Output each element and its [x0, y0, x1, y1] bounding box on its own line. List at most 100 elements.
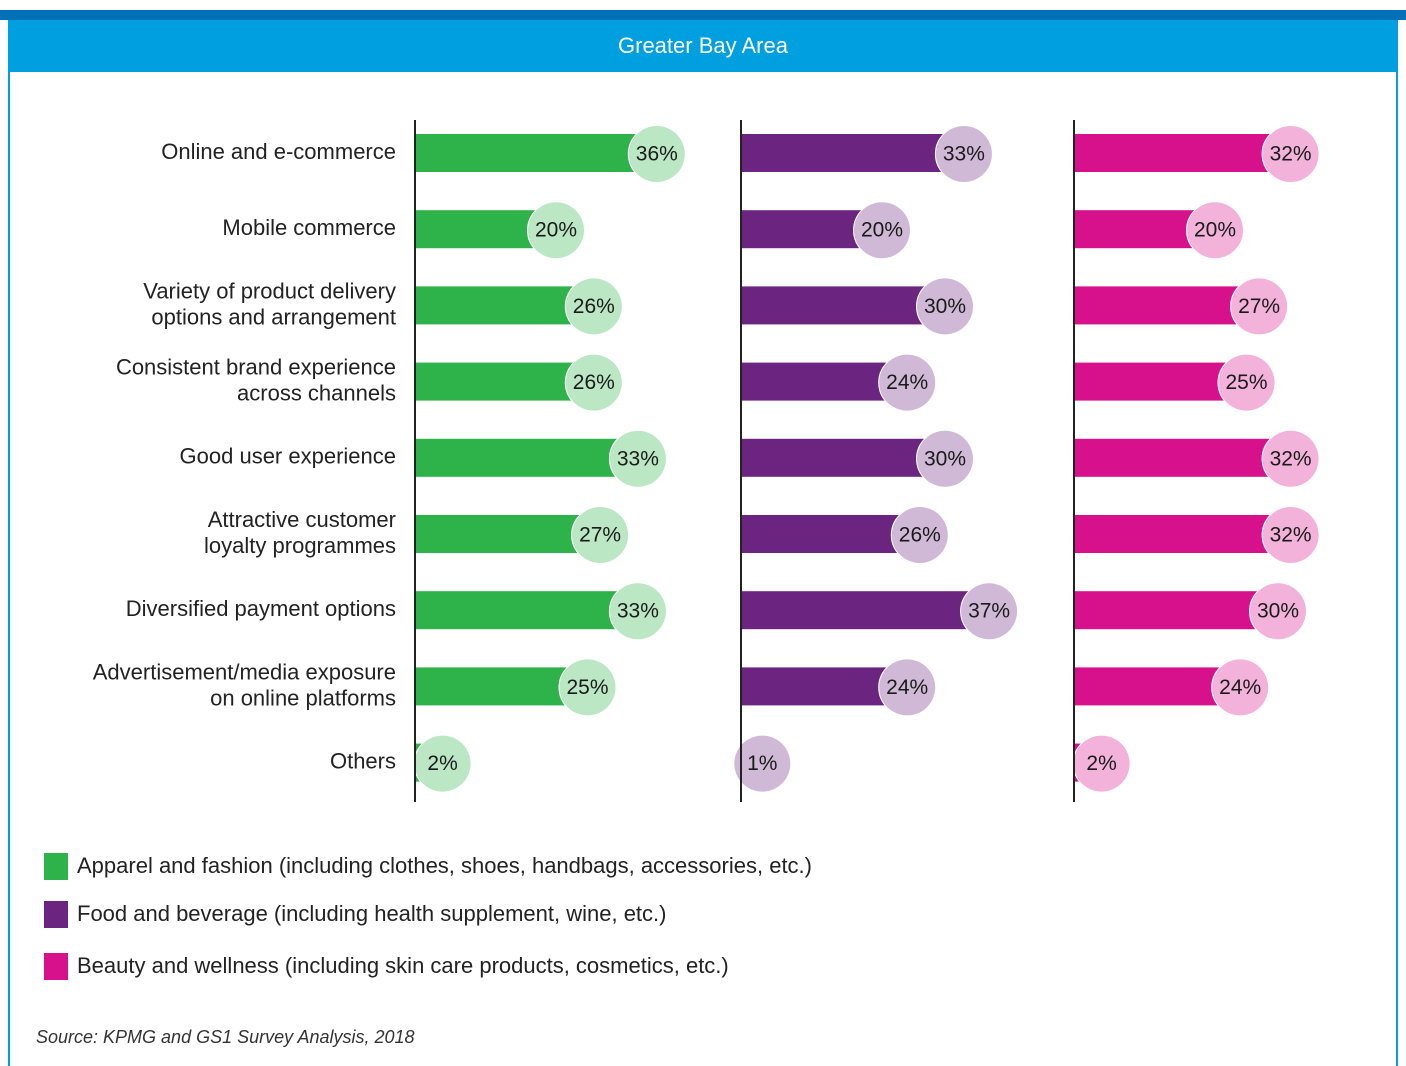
value-badge	[608, 429, 667, 488]
value-badge-fill	[559, 659, 616, 716]
value-badge-fill	[565, 354, 622, 411]
value-label: 33%	[617, 447, 659, 470]
bar	[741, 667, 893, 706]
value-badge	[1261, 125, 1320, 183]
value-badge-fill	[854, 202, 910, 259]
value-badge-fill	[565, 278, 622, 335]
legend-swatch	[44, 853, 68, 880]
value-badge-fill	[1187, 202, 1243, 259]
value-badge	[1230, 277, 1289, 336]
value-badge-fill	[609, 583, 666, 640]
category-label: Consistent brand experience across channe…	[116, 354, 396, 405]
category-label: Mobile commerce	[222, 215, 396, 240]
legend-swatch	[44, 953, 68, 980]
value-badge-fill	[1250, 583, 1306, 640]
value-badge	[916, 429, 974, 488]
value-badge-fill	[734, 735, 791, 792]
value-badge-fill	[628, 126, 685, 182]
value-badge-fill	[879, 659, 936, 716]
value-label: 37%	[968, 600, 1010, 623]
value-label: 27%	[579, 524, 621, 547]
bar	[1074, 134, 1276, 172]
source-note: Source: KPMG and GS1 Survey Analysis, 20…	[36, 1027, 415, 1047]
value-label: 32%	[1270, 143, 1312, 166]
value-label: 24%	[886, 371, 928, 394]
category-label: Attractive customer loyalty programmes	[204, 507, 396, 558]
value-badge	[1249, 582, 1307, 641]
value-badge-fill	[1262, 126, 1319, 182]
value-label: 26%	[573, 295, 615, 318]
value-badge-fill	[1262, 430, 1319, 487]
value-label: 25%	[1225, 371, 1267, 394]
bar	[415, 362, 579, 401]
value-label: 24%	[886, 676, 928, 699]
value-label: 30%	[924, 447, 966, 470]
value-badge	[627, 125, 686, 183]
value-badge	[1261, 506, 1320, 564]
bar	[741, 362, 893, 401]
bar	[1074, 286, 1245, 325]
value-badge	[571, 506, 630, 564]
top-strip	[0, 10, 1406, 20]
value-label: 26%	[573, 371, 615, 394]
value-label: 36%	[636, 143, 678, 166]
value-badge	[564, 277, 623, 336]
value-label: 32%	[1270, 524, 1312, 547]
bar	[415, 438, 623, 477]
value-badge-fill	[609, 430, 666, 487]
value-badge	[1186, 201, 1244, 260]
value-badge	[878, 658, 937, 717]
value-label: 32%	[1270, 447, 1312, 470]
bar	[415, 515, 586, 553]
bar	[415, 667, 573, 706]
category-label: Diversified payment options	[126, 596, 396, 621]
value-badge	[960, 582, 1019, 641]
value-badge-fill	[961, 583, 1018, 640]
bar	[1074, 438, 1276, 477]
value-label: 20%	[861, 219, 903, 242]
value-badge	[1211, 658, 1270, 717]
value-badge	[934, 125, 993, 183]
bar	[741, 286, 930, 325]
value-badge	[1261, 429, 1320, 488]
value-badge	[608, 582, 667, 641]
bar	[415, 134, 642, 172]
value-label: 1%	[747, 752, 777, 775]
legend-label: Food and beverage (including health supp…	[77, 901, 666, 926]
value-badge	[878, 353, 937, 412]
value-badge-fill	[917, 278, 973, 335]
value-label: 27%	[1238, 295, 1280, 318]
value-badge-fill	[1073, 735, 1130, 792]
legend-label: Beauty and wellness (including skin care…	[77, 953, 729, 978]
value-badge-fill	[917, 430, 973, 487]
value-badge-fill	[572, 507, 629, 563]
bar	[741, 210, 867, 249]
category-label: Good user experience	[180, 444, 396, 469]
bar	[1074, 515, 1276, 553]
bar	[1074, 362, 1232, 401]
value-badge-fill	[528, 202, 584, 259]
value-badge-fill	[1212, 659, 1269, 716]
value-label: 33%	[943, 143, 985, 166]
category-label: Advertisement/media exposure on online pl…	[93, 659, 396, 710]
value-badge-fill	[1231, 278, 1288, 335]
bar	[1074, 667, 1226, 706]
legend-label: Apparel and fashion (including clothes, …	[77, 853, 812, 878]
value-label: 33%	[617, 600, 659, 623]
legend-swatch	[44, 901, 68, 928]
value-badge	[890, 506, 949, 564]
value-label: 30%	[1257, 600, 1299, 623]
header-bar	[8, 20, 1398, 72]
bar	[415, 286, 579, 325]
value-label: 2%	[427, 752, 457, 775]
chart-title: Greater Bay Area	[618, 33, 789, 58]
value-badge	[564, 353, 623, 412]
bar	[415, 591, 623, 630]
value-label: 2%	[1086, 752, 1116, 775]
value-label: 26%	[899, 524, 941, 547]
value-label: 30%	[924, 295, 966, 318]
value-badge-fill	[414, 735, 471, 792]
bar	[741, 438, 930, 477]
category-label: Others	[330, 748, 396, 773]
